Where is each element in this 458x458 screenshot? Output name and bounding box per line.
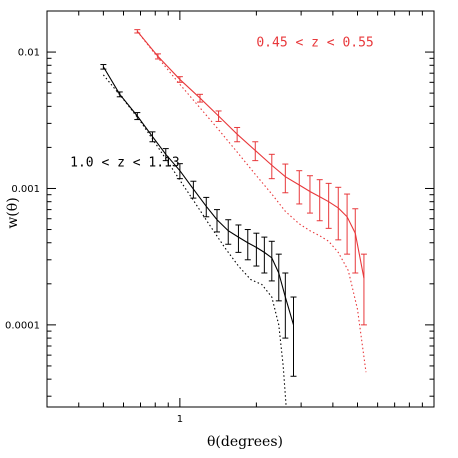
series-2 [134, 29, 367, 326]
y-tick-label: 0.001 [11, 184, 40, 195]
error-bar [225, 219, 232, 245]
error-bar [235, 224, 242, 253]
plot-frame [46, 10, 435, 408]
data-curve [102, 66, 295, 326]
y-tick-label: 0.0001 [5, 320, 40, 331]
error-bar [100, 64, 107, 70]
error-bar [190, 180, 197, 199]
error-bar [176, 163, 183, 180]
error-bar [268, 153, 275, 180]
model-curve [136, 30, 367, 373]
error-bar [203, 196, 210, 218]
error-bar [352, 208, 359, 274]
model-curve [102, 74, 287, 408]
axis-ticks [46, 10, 435, 407]
annotation-label: 1.0 < z < 1.13 [70, 155, 180, 170]
error-bar [282, 163, 289, 194]
error-bar [275, 253, 282, 302]
error-bar [344, 193, 351, 255]
error-bar [244, 229, 251, 261]
y-axis-title: w(θ) [5, 197, 21, 228]
error-bar [316, 179, 323, 222]
error-bar [325, 182, 332, 229]
series-3 [136, 30, 367, 373]
error-bar [253, 232, 260, 267]
error-bar [234, 126, 241, 143]
error-bar [282, 272, 289, 339]
error-bar [290, 296, 297, 377]
y-tick-label: 0.01 [18, 48, 40, 59]
labels-layer: 0.0001 0.001 0.01 1 0.45 < z < 0.55 1.0 < z <… [5, 35, 374, 425]
error-bar [296, 170, 303, 205]
error-bar [154, 53, 161, 60]
error-bar [261, 236, 268, 274]
x-axis-title: θ(degrees) [207, 434, 283, 450]
error-bar [360, 253, 367, 326]
series-0 [100, 64, 297, 377]
error-bar [215, 110, 222, 122]
error-bar [252, 141, 259, 162]
error-bar [335, 186, 342, 241]
error-bar [306, 175, 313, 214]
error-bar [196, 93, 203, 103]
x-tick-label: 1 [177, 414, 183, 425]
error-bar [214, 209, 221, 233]
series-layer [100, 29, 367, 408]
annotation-label: 0.45 < z < 0.55 [256, 35, 373, 50]
series-1 [102, 74, 287, 408]
error-bar [268, 240, 275, 282]
